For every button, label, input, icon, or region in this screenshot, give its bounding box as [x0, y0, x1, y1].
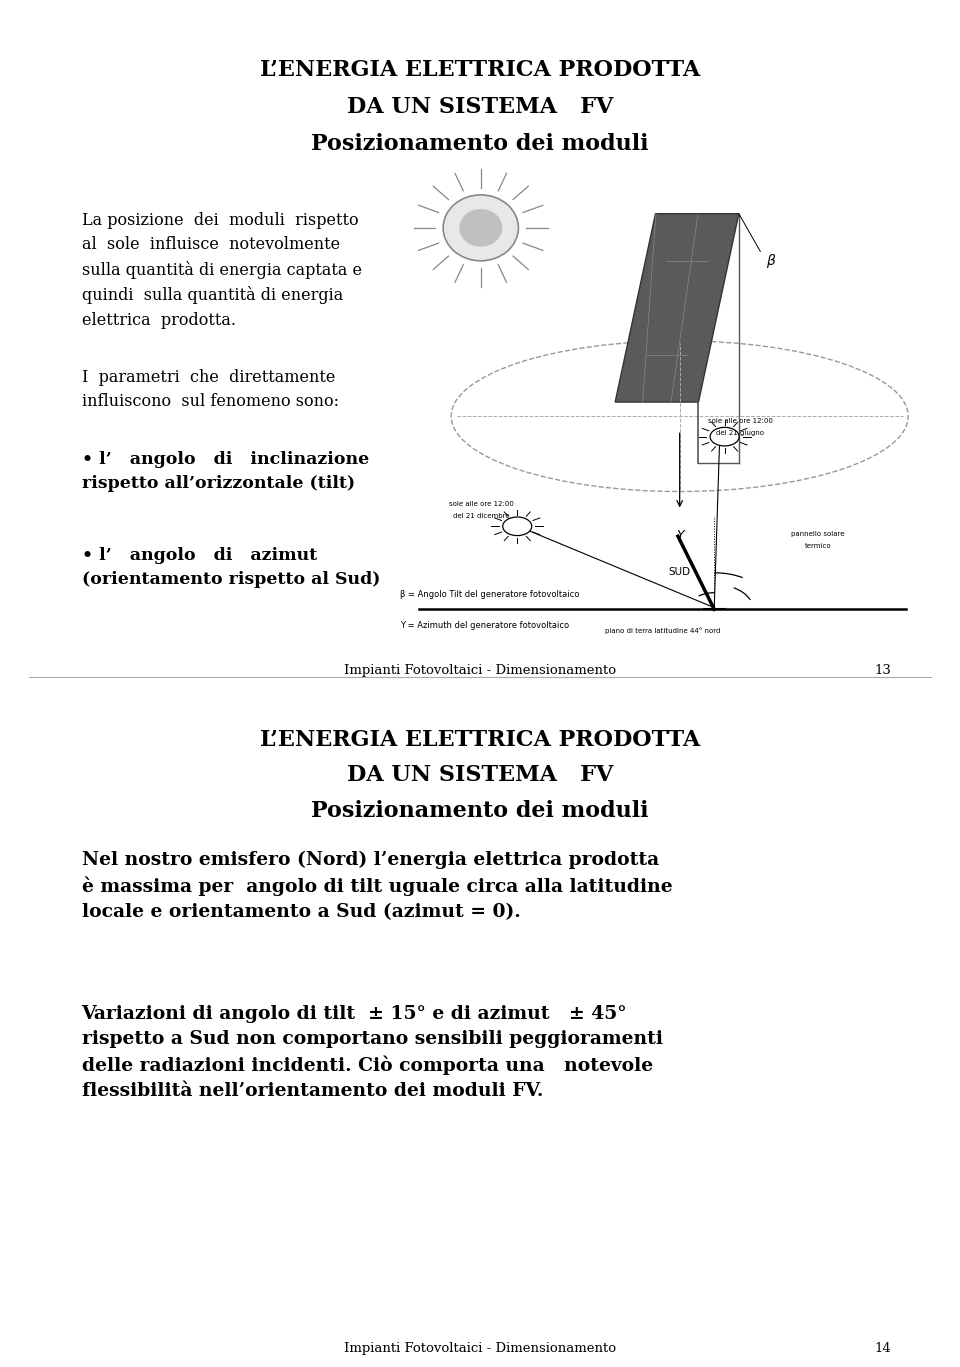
Text: SUD: SUD: [668, 567, 691, 577]
Circle shape: [503, 517, 532, 536]
Text: DA UN SISTEMA   FV: DA UN SISTEMA FV: [347, 96, 613, 118]
Text: pannello solare: pannello solare: [791, 532, 845, 537]
Circle shape: [710, 428, 739, 446]
Text: 14: 14: [875, 1342, 892, 1356]
Text: Y: Y: [676, 529, 684, 543]
Text: Nel nostro emisfero (Nord) l’energia elettrica prodotta
è massima per  angolo di: Nel nostro emisfero (Nord) l’energia ele…: [82, 850, 672, 921]
Text: L’ENERGIA ELETTRICA PRODOTTA: L’ENERGIA ELETTRICA PRODOTTA: [260, 729, 700, 750]
Text: del 21 dicembre: del 21 dicembre: [453, 513, 509, 519]
Text: del 21 giugno: del 21 giugno: [716, 431, 764, 436]
Text: Variazioni di angolo di tilt  ± 15° e di azimut   ± 45°
rispetto a Sud non compo: Variazioni di angolo di tilt ± 15° e di …: [82, 1005, 662, 1100]
Text: L’ENERGIA ELETTRICA PRODOTTA: L’ENERGIA ELETTRICA PRODOTTA: [260, 59, 700, 81]
Text: I  parametri  che  direttamente
influiscono  sul fenomeno sono:: I parametri che direttamente influiscono…: [82, 369, 339, 410]
Text: Posizionamento dei moduli: Posizionamento dei moduli: [311, 800, 649, 822]
Text: La posizione  dei  moduli  rispetto
al  sole  influisce  notevolmente
sulla quan: La posizione dei moduli rispetto al sole…: [82, 212, 362, 328]
Text: Impianti Fotovoltaici - Dimensionamento: Impianti Fotovoltaici - Dimensionamento: [344, 664, 616, 678]
Text: sole alle ore 12:00: sole alle ore 12:00: [448, 502, 514, 507]
Text: piano di terra latitudine 44° nord: piano di terra latitudine 44° nord: [605, 627, 720, 633]
Text: DA UN SISTEMA   FV: DA UN SISTEMA FV: [347, 764, 613, 786]
Text: Y = Azimuth del generatore fotovoltaico: Y = Azimuth del generatore fotovoltaico: [400, 621, 569, 630]
Text: Impianti Fotovoltaici - Dimensionamento: Impianti Fotovoltaici - Dimensionamento: [344, 1342, 616, 1356]
Circle shape: [444, 195, 518, 261]
Text: termico: termico: [804, 543, 831, 550]
Text: β: β: [766, 254, 775, 268]
Text: • l’   angolo   di   azimut
(orientamento rispetto al Sud): • l’ angolo di azimut (orientamento risp…: [82, 547, 380, 588]
Circle shape: [459, 209, 502, 246]
Text: sole alle ore 12:00: sole alle ore 12:00: [708, 418, 773, 424]
Text: 13: 13: [875, 664, 892, 678]
Text: Posizionamento dei moduli: Posizionamento dei moduli: [311, 133, 649, 154]
Polygon shape: [615, 213, 739, 402]
Text: β = Angolo Tilt del generatore fotovoltaico: β = Angolo Tilt del generatore fotovolta…: [400, 591, 580, 599]
Text: • l’   angolo   di   inclinazione
rispetto all’orizzontale (tilt): • l’ angolo di inclinazione rispetto all…: [82, 451, 369, 492]
